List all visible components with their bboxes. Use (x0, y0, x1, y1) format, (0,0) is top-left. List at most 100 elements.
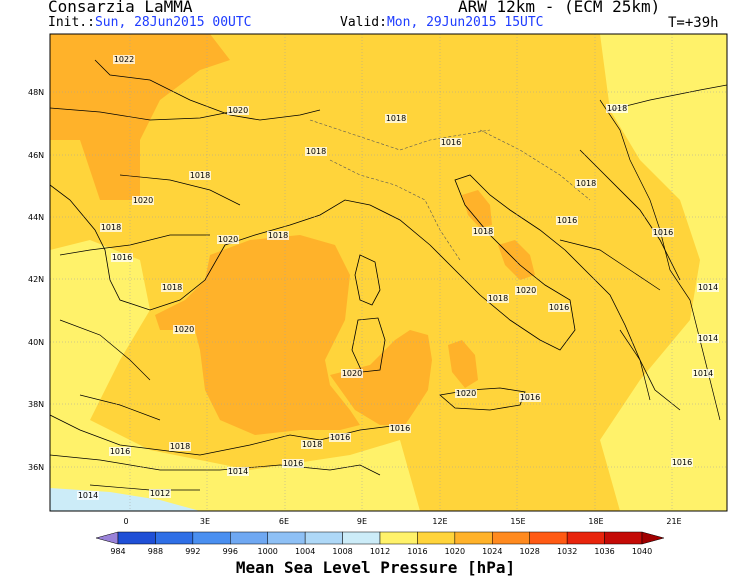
colorbar-swatch (117, 531, 156, 545)
isobar-label: 1018 (190, 171, 210, 180)
isobar-label: 1016 (112, 253, 132, 262)
isobar-label: 1016 (549, 303, 569, 312)
isobar-label: 1020 (174, 325, 194, 334)
lon-label: 18E (588, 517, 603, 526)
isobar-label: 1018 (488, 294, 508, 303)
valid-line: Valid:Mon, 29Jun2015 15UTC (340, 15, 544, 30)
isobar-label: 1018 (473, 227, 493, 236)
isobar-label-bg (519, 393, 541, 402)
isobar-label-bg (440, 138, 462, 147)
map-frame (49, 33, 728, 512)
colorbar-swatch (492, 531, 530, 545)
colorbar-tick-label: 1032 (557, 547, 577, 556)
isobar-label: 1020 (516, 286, 536, 295)
isobar-label-bg (169, 442, 191, 451)
isobar-label: 1018 (306, 147, 326, 156)
isobar-label: 1018 (607, 104, 627, 113)
colorbar: 984 988 992 996 1000 1004 1008 1012 1016 1020 1024… (95, 531, 665, 556)
isobar-label: 1016 (653, 228, 673, 237)
lon-labels: 0 3E 6E 9E 12E 15E 18E 21E (123, 517, 681, 526)
isobar-label: 1016 (390, 424, 410, 433)
isobar-label: 1014 (698, 334, 718, 343)
isobar-label: 1016 (672, 458, 692, 467)
isobar-label: 1016 (557, 216, 577, 225)
isobar-label-bg (189, 171, 211, 180)
map-area (50, 34, 727, 511)
isobar-label: 1018 (268, 231, 288, 240)
colorbar-tick-label: 992 (185, 547, 200, 556)
colorbar-tick-label: 1040 (632, 547, 652, 556)
colorbar-tick-label: 1020 (445, 547, 465, 556)
isobar-labels: 1022 1020 1018 1018 1018 1020 1018 1016 1020 1018… (77, 55, 719, 500)
isobar-label-bg (548, 303, 570, 312)
isobar-label: 1014 (698, 283, 718, 292)
isobar-label: 1020 (133, 196, 153, 205)
colorbar-swatch (529, 531, 568, 545)
lat-label: 36N (28, 463, 44, 472)
isobar-label: 1018 (162, 283, 182, 292)
isobar-label-bg (389, 424, 411, 433)
isobar-label-bg (556, 216, 578, 225)
init-label: Init.: (48, 15, 95, 30)
isobar-label-bg (341, 369, 363, 378)
colorbar-tick-label: 1012 (370, 547, 390, 556)
colorbar-swatch (304, 531, 343, 545)
colorbar-swatch (342, 531, 381, 545)
colorbar-swatch (379, 531, 418, 545)
high-adriatic-north (462, 190, 492, 228)
lat-label: 38N (28, 400, 44, 409)
valid-value: Mon, 29Jun2015 15UTC (386, 15, 544, 30)
isobar-label-bg (606, 104, 628, 113)
high-tyrrhenian (330, 330, 432, 425)
lead-time: T=+39h (668, 15, 719, 31)
high-ionian (448, 340, 478, 388)
lat-label: 44N (28, 213, 44, 222)
colorbar-title: Mean Sea Level Pressure [hPa] (235, 558, 516, 577)
lon-label: 12E (432, 517, 447, 526)
isobar-label-bg (652, 228, 674, 237)
isobar-label: 1016 (441, 138, 461, 147)
colorbar-tick-label: 988 (148, 547, 163, 556)
isobar-label-bg (100, 223, 122, 232)
colorbar-max-arrow (641, 531, 665, 545)
isobar-label: 1020 (456, 389, 476, 398)
colorbar-tick-label: 1028 (520, 547, 540, 556)
colorbar-swatch (267, 531, 306, 545)
org-title: Consarzia LaMMA (48, 0, 193, 16)
lat-label: 48N (28, 88, 44, 97)
isobar-label: 1018 (170, 442, 190, 451)
gridlines (50, 34, 727, 511)
colorbar-tick-label: 996 (223, 547, 238, 556)
isobar-label-bg (305, 147, 327, 156)
isobar-label-bg (472, 227, 494, 236)
isobar-label-bg (301, 440, 323, 449)
isobar-label-bg (515, 286, 537, 295)
colorbar-swatch (417, 531, 456, 545)
init-line: Init.:Sun, 28Jun2015 00UTC (48, 15, 252, 30)
isobar-label-bg (282, 459, 304, 468)
isobar-label-bg (575, 179, 597, 188)
lon-label: 9E (357, 517, 367, 526)
colorbar-swatch (230, 531, 268, 545)
colorbar-swatch (192, 531, 231, 545)
isobar-label: 1018 (386, 114, 406, 123)
colorbar-swatch (155, 531, 194, 545)
colorbar-tick-label: 1004 (295, 547, 315, 556)
colorbar-swatch (454, 531, 493, 545)
field-1016-east (600, 34, 727, 511)
colorbar-tick-label: 984 (110, 547, 125, 556)
isobar-label: 1016 (283, 459, 303, 468)
isobar-label: 1022 (114, 55, 134, 64)
isobar-label-bg (487, 294, 509, 303)
high-nw (50, 34, 230, 200)
isobar-label: 1020 (228, 106, 248, 115)
colorbar-swatch (566, 531, 605, 545)
isobar-label: 1018 (576, 179, 596, 188)
isobar-label-bg (455, 389, 477, 398)
isobar-label-bg (385, 114, 407, 123)
isobar-label: 1016 (110, 447, 130, 456)
isobar-label-bg (227, 106, 249, 115)
isobar-label-bg (671, 458, 693, 467)
isobar-label: 1018 (302, 440, 322, 449)
isobar-label-bg (111, 253, 133, 262)
